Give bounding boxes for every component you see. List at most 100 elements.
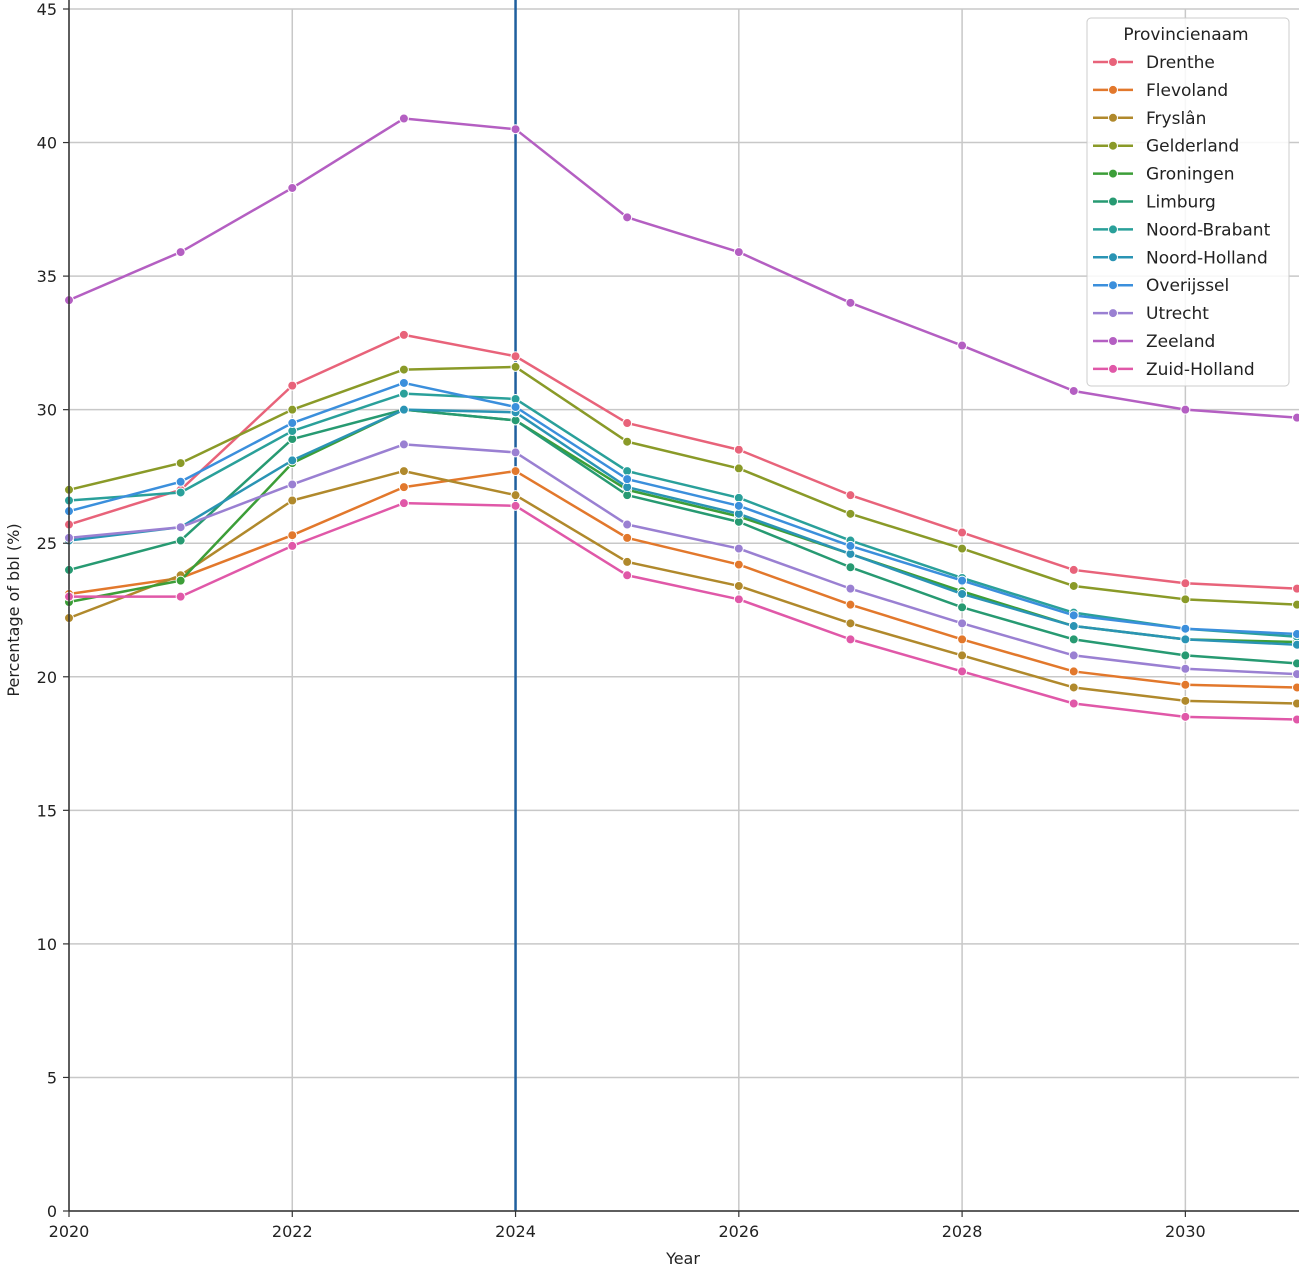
data-point [1292,629,1299,640]
data-point [287,479,298,490]
legend-label: Limburg [1146,193,1216,213]
series-line [68,333,1298,590]
x-axis-label: Year [665,1249,700,1268]
series-noord-brabant [64,388,1299,642]
data-point [845,562,856,573]
data-point [733,594,744,605]
data-point [175,247,186,258]
data-point [287,380,298,391]
legend-marker [1108,57,1118,67]
x-tick-label: 2028 [942,1222,983,1241]
series-zuid-holland [64,498,1299,725]
data-point [733,559,744,570]
y-tick-label: 25 [37,534,57,553]
data-point [175,487,186,498]
data-point [510,351,521,362]
legend-label: Noord-Holland [1146,248,1268,268]
legend-label: Drenthe [1146,53,1215,73]
data-point [733,444,744,455]
data-point [845,508,856,519]
y-tick-label: 15 [37,801,57,820]
data-point [1292,714,1299,725]
x-tick-label: 2022 [272,1222,313,1241]
data-point [733,463,744,474]
data-point [845,634,856,645]
legend-marker [1108,280,1118,291]
series-limburg [64,404,1299,669]
data-point [1292,639,1299,650]
data-point [287,455,298,466]
data-point [845,490,856,501]
x-tick-label: 2020 [49,1222,90,1241]
x-tick-label: 2030 [1165,1222,1206,1241]
data-point [510,124,521,135]
data-point [287,418,298,429]
data-point [510,401,521,412]
data-point [1292,412,1299,423]
data-point [1292,658,1299,669]
series-line [68,381,1298,636]
data-point [1180,711,1191,722]
series-gelderland [64,361,1299,610]
data-point [957,588,968,599]
series-line [68,408,1298,646]
series-line [68,408,1298,665]
data-point [287,404,298,415]
data-point [957,666,968,677]
data-point [1292,583,1299,594]
data-point [510,447,521,458]
data-point [957,575,968,586]
data-point [622,570,633,581]
data-point [1068,621,1079,632]
data-point [398,329,409,340]
series-line [68,365,1298,606]
y-tick-label: 35 [37,267,57,286]
data-point [510,466,521,477]
y-tick-label: 30 [37,401,57,420]
series-line [69,501,1298,721]
data-point [398,482,409,493]
data-point [622,556,633,567]
legend-label: Flevoland [1146,81,1228,101]
legend-marker [1108,196,1118,207]
data-point [845,297,856,308]
legend-label: Groningen [1146,165,1235,185]
series-utrecht [64,439,1299,680]
legend-title: Provincienaam [1123,25,1248,45]
legend-marker [1108,308,1118,319]
series-line [68,443,1298,676]
legend-marker [1108,84,1118,95]
series-line [68,469,1298,705]
x-tick-label: 2026 [718,1222,759,1241]
data-point [733,247,744,258]
legend-label: Gelderland [1146,137,1239,157]
data-point [1180,594,1191,605]
series-line [68,469,1298,689]
legend-marker [1108,168,1118,179]
y-tick-label: 40 [37,134,57,153]
data-point [398,466,409,477]
data-point [1068,580,1079,591]
data-point [1292,669,1299,680]
legend-marker [1108,224,1118,235]
data-point [622,436,633,447]
data-point [957,340,968,351]
data-point [845,583,856,594]
series-groningen [64,404,1299,648]
data-point [287,495,298,506]
data-point [1180,679,1191,690]
series-line [68,117,1298,419]
data-point [622,212,633,223]
legend-label: Fryslân [1146,109,1206,129]
data-point [1068,385,1079,396]
data-point [510,361,521,372]
x-tick-label: 2024 [495,1222,536,1241]
data-point [1068,610,1079,621]
legend-marker [1108,363,1118,374]
data-point [1180,404,1191,415]
series-fryslân [64,466,1299,709]
data-point [733,543,744,554]
data-point [1180,663,1191,674]
data-point [845,540,856,551]
